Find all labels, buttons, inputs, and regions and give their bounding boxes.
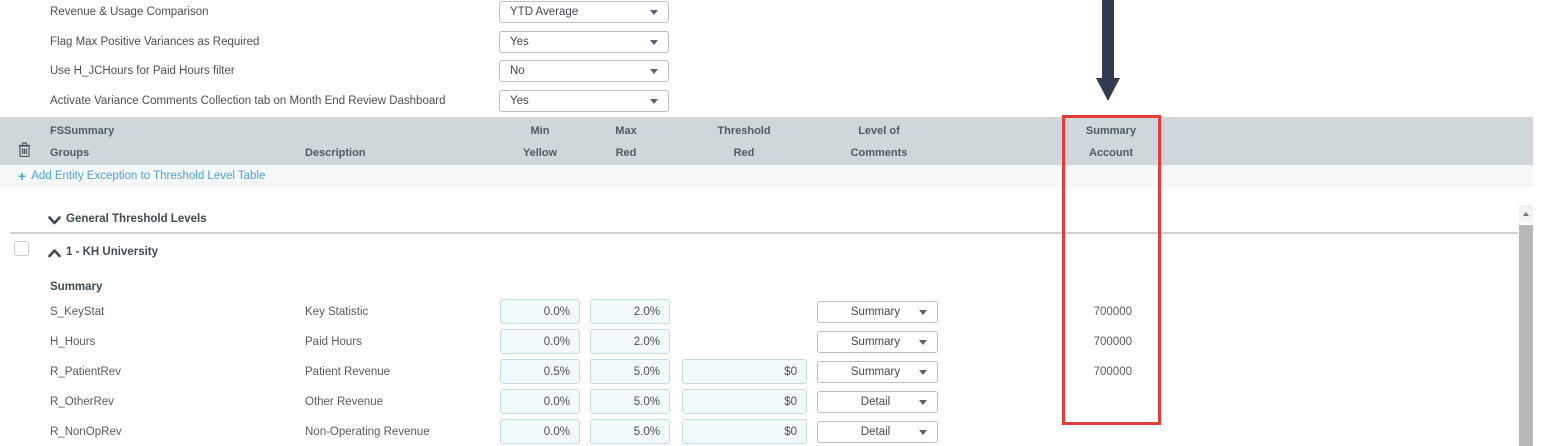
chevron-down-icon <box>650 98 658 104</box>
add-entity-exception-link[interactable]: + Add Entity Exception to Threshold Leve… <box>18 165 265 187</box>
dropdown-value: Detail <box>860 426 891 438</box>
summary-account-value: 700000 <box>1093 336 1132 348</box>
dropdown-value: Summary <box>850 366 901 378</box>
entity-checkbox[interactable] <box>14 241 29 256</box>
setting-label: Use H_JCHours for Paid Hours filter <box>50 65 235 77</box>
chevron-down-icon <box>919 309 927 315</box>
max-red-input[interactable] <box>590 299 670 324</box>
column-header-threshold-red: Threshold Red <box>717 125 771 159</box>
add-icon: + <box>18 168 27 184</box>
trash-icon[interactable] <box>18 142 31 157</box>
setting-label: Activate Variance Comments Collection ta… <box>50 95 446 107</box>
vertical-scrollbar[interactable] <box>1519 205 1533 446</box>
dropdown-value: Yes <box>510 95 529 107</box>
revenue-usage-comparison-dropdown[interactable]: YTD Average <box>499 1 669 23</box>
level-of-comments-dropdown[interactable]: Summary <box>817 301 938 323</box>
chevron-down-icon <box>650 68 658 74</box>
dropdown-value: No <box>510 65 525 77</box>
level-of-comments-dropdown[interactable]: Summary <box>817 331 938 353</box>
chevron-down-icon <box>919 339 927 345</box>
summary-account-value: 700000 <box>1093 306 1132 318</box>
column-header-summary-account: Summary Account <box>1085 125 1137 159</box>
dropdown-value: Summary <box>850 306 901 318</box>
group-description: Paid Hours <box>305 336 362 348</box>
min-yellow-input[interactable] <box>500 389 580 414</box>
min-yellow-input[interactable] <box>500 299 580 324</box>
annotation-arrow-icon <box>1102 0 1114 78</box>
dropdown-value: Detail <box>860 396 891 408</box>
general-threshold-levels-label: General Threshold Levels <box>66 213 207 225</box>
column-header-max-red: Max Red <box>615 125 637 159</box>
setting-label: Flag Max Positive Variances as Required <box>50 36 260 48</box>
min-yellow-input[interactable] <box>500 419 580 444</box>
max-red-input[interactable] <box>590 389 670 414</box>
setting-row: Use H_JCHours for Paid Hours filter No <box>0 60 900 82</box>
column-header-min-yellow: Min Yellow <box>522 125 558 159</box>
max-red-input[interactable] <box>590 329 670 354</box>
use-hjchours-dropdown[interactable]: No <box>499 60 669 82</box>
threshold-table-header: FSSummary Groups Description Min Yellow … <box>0 117 1533 165</box>
flag-max-positive-variances-dropdown[interactable]: Yes <box>499 31 669 53</box>
summary-subsection-label: Summary <box>50 281 103 293</box>
section-divider <box>10 232 1518 234</box>
chevron-down-icon <box>650 9 658 15</box>
level-of-comments-dropdown[interactable]: Detail <box>817 421 938 443</box>
add-link-label: Add Entity Exception to Threshold Level … <box>31 170 266 182</box>
level-of-comments-dropdown[interactable]: Summary <box>817 361 938 383</box>
setting-label: Revenue & Usage Comparison <box>50 6 209 18</box>
column-header-description: Description <box>305 147 366 159</box>
max-red-input[interactable] <box>590 419 670 444</box>
dropdown-value: Summary <box>850 336 901 348</box>
group-name: R_PatientRev <box>50 366 121 378</box>
chevron-down-icon <box>919 429 927 435</box>
group-name: R_OtherRev <box>50 396 114 408</box>
group-name: R_NonOpRev <box>50 426 122 438</box>
group-description: Other Revenue <box>305 396 383 408</box>
group-name: S_KeyStat <box>50 306 105 318</box>
dropdown-value: YTD Average <box>510 6 579 18</box>
chevron-down-icon <box>650 39 658 45</box>
column-header-groups: FSSummary Groups <box>50 125 115 159</box>
chevron-down-icon[interactable] <box>48 216 61 225</box>
add-exception-row: + Add Entity Exception to Threshold Leve… <box>0 165 1533 187</box>
min-yellow-input[interactable] <box>500 359 580 384</box>
setting-row: Activate Variance Comments Collection ta… <box>0 90 900 112</box>
setting-row: Flag Max Positive Variances as Required … <box>0 31 900 53</box>
chevron-down-icon <box>919 399 927 405</box>
min-yellow-input[interactable] <box>500 329 580 354</box>
group-name: H_Hours <box>50 336 96 348</box>
group-description: Patient Revenue <box>305 366 391 378</box>
summary-account-value: 700000 <box>1093 366 1132 378</box>
level-of-comments-dropdown[interactable]: Detail <box>817 391 938 413</box>
setting-row: Revenue & Usage Comparison YTD Average <box>0 1 900 23</box>
chevron-down-icon <box>919 369 927 375</box>
max-red-input[interactable] <box>590 359 670 384</box>
activate-variance-comments-dropdown[interactable]: Yes <box>499 90 669 112</box>
scrollbar-thumb[interactable] <box>1519 225 1533 446</box>
threshold-red-input[interactable] <box>682 389 807 414</box>
annotation-arrowhead-icon <box>1096 78 1120 101</box>
group-description: Key Statistic <box>305 306 369 318</box>
group-description: Non-Operating Revenue <box>305 426 430 438</box>
threshold-red-input[interactable] <box>682 419 807 444</box>
column-header-level-of-comments: Level of Comments <box>850 125 908 159</box>
entity-section-label: 1 - KH University <box>66 246 159 258</box>
dropdown-value: Yes <box>510 36 529 48</box>
threshold-red-input[interactable] <box>682 359 807 384</box>
scroll-up-button[interactable] <box>1519 205 1533 222</box>
triangle-up-icon <box>1523 211 1529 216</box>
chevron-up-icon[interactable] <box>48 249 61 258</box>
